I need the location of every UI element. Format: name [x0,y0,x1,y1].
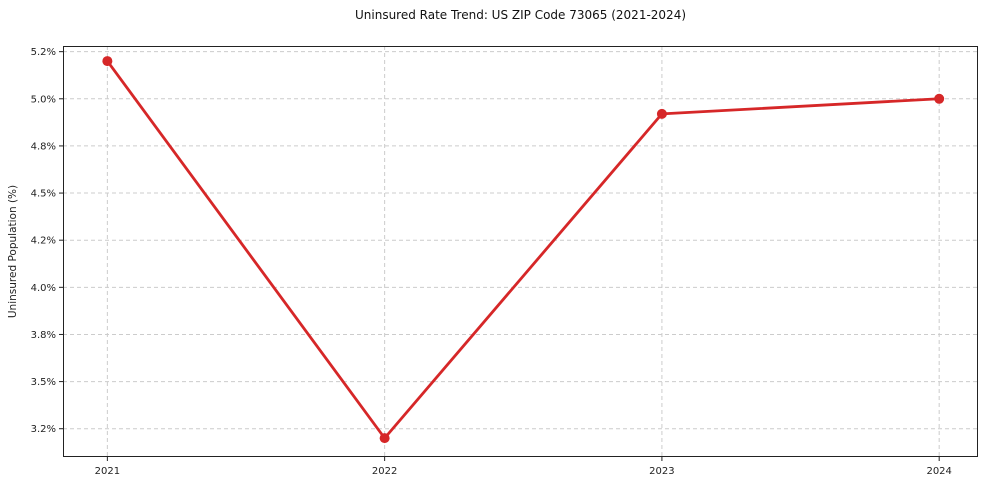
x-tick-label: 2023 [649,466,674,477]
x-tick-label: 2021 [95,466,120,477]
y-tick-label: 4.5% [31,189,56,200]
y-tick-label: 3.5% [31,377,56,388]
y-tick-label: 3.8% [31,330,56,341]
plot-border [63,46,978,457]
trend-line [105,59,941,440]
data-point-2024 [934,93,945,104]
y-tick-label: 4.2% [31,236,56,247]
y-tick-label: 4.0% [31,283,56,294]
y-tick-label: 5.0% [31,94,56,105]
y-tick-label: 3.2% [31,424,56,435]
x-tick-label: 2024 [926,466,951,477]
y-tick-label: 4.8% [31,141,56,152]
data-point-2021 [102,56,113,67]
data-point-2022 [379,433,390,444]
data-point-2023 [656,108,667,119]
x-tick-label: 2022 [372,466,397,477]
chart-title: Uninsured Rate Trend: US ZIP Code 73065 … [354,8,687,22]
y-tick-label: 5.2% [31,47,56,58]
